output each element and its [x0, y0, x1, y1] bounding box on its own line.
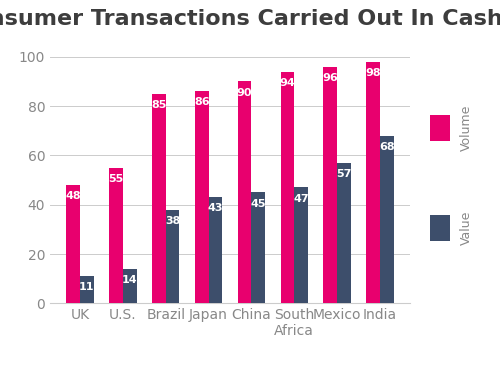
Bar [366, 62, 380, 303]
Text: 38: 38 [165, 216, 180, 226]
Text: 94: 94 [280, 78, 295, 88]
Bar [252, 192, 265, 303]
Text: 43: 43 [208, 204, 223, 213]
Text: 47: 47 [294, 194, 309, 204]
Bar [109, 168, 123, 303]
Text: 48: 48 [66, 191, 81, 201]
Text: 86: 86 [194, 97, 210, 107]
Bar [337, 163, 351, 303]
Bar [238, 81, 252, 303]
Bar [152, 94, 166, 303]
Text: 96: 96 [322, 73, 338, 83]
Text: 55: 55 [108, 174, 124, 184]
Text: 85: 85 [151, 100, 166, 110]
Bar [208, 197, 222, 303]
Text: Volume: Volume [460, 104, 473, 151]
Bar [280, 71, 294, 303]
Bar [294, 188, 308, 303]
Text: 45: 45 [250, 199, 266, 209]
Bar [80, 276, 94, 303]
Bar [380, 136, 394, 303]
Text: Value: Value [460, 211, 473, 245]
Text: 57: 57 [336, 169, 351, 179]
Bar [324, 67, 337, 303]
Bar [123, 269, 136, 303]
Bar [195, 91, 208, 303]
Bar [166, 210, 179, 303]
Text: 90: 90 [237, 88, 252, 98]
Text: 68: 68 [379, 142, 394, 152]
Text: 14: 14 [122, 275, 138, 285]
Title: Consumer Transactions Carried Out In Cash: Consumer Transactions Carried Out In Cas… [0, 9, 500, 29]
Bar [66, 185, 80, 303]
Text: 98: 98 [366, 68, 381, 78]
Text: 11: 11 [79, 282, 94, 292]
